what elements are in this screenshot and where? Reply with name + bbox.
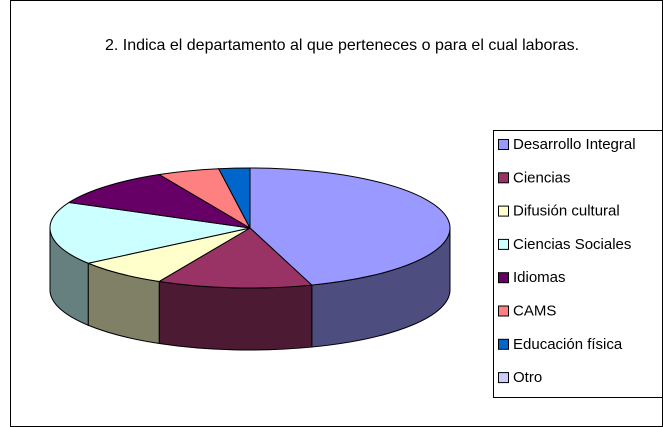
legend-swatch (498, 205, 509, 217)
legend-box (493, 130, 663, 398)
chart-title: 2. Indica el departamento al que pertene… (104, 37, 580, 54)
legend-swatch (498, 305, 509, 317)
pie-slice-side (158, 280, 313, 351)
legend-swatch (498, 338, 509, 350)
pie-slice (67, 174, 251, 229)
legend-label: Desarrollo Integral (513, 136, 636, 153)
pie-slice (249, 167, 451, 286)
legend-swatch (498, 172, 509, 184)
legend-label: Ciencias (513, 169, 571, 186)
legend-label: Otro (513, 369, 542, 386)
legend-label: Educación física (513, 336, 623, 353)
legend-label: Difusión cultural (513, 203, 620, 220)
legend-label: Ciencias Sociales (513, 236, 631, 253)
legend-label: Idiomas (513, 269, 566, 286)
legend-swatch (498, 372, 509, 384)
pie-slice (49, 201, 251, 264)
legend-swatch (498, 139, 509, 150)
legend-swatch (498, 272, 509, 284)
pie-slice (157, 227, 313, 289)
pie-slice (217, 167, 251, 229)
legend-label: CAMS (513, 302, 556, 319)
legend-swatch (498, 238, 509, 250)
